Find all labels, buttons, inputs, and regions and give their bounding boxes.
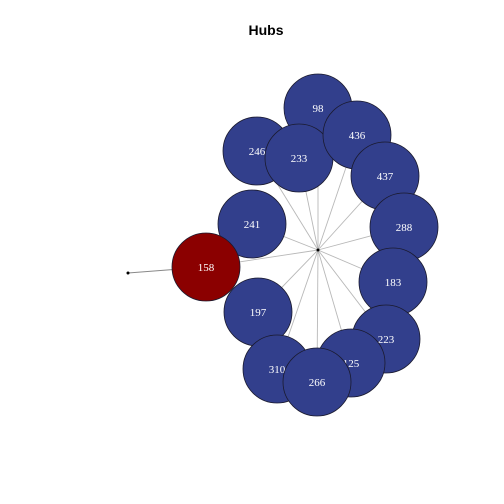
node-label-437: 437 bbox=[377, 171, 394, 183]
node-label-310: 310 bbox=[269, 364, 286, 376]
node-label-158: 158 bbox=[198, 262, 215, 274]
node-label-241: 241 bbox=[244, 219, 261, 231]
center-dot bbox=[317, 249, 320, 252]
node-label-436: 436 bbox=[349, 130, 366, 142]
node-label-197: 197 bbox=[250, 307, 267, 319]
node-158: 158 bbox=[172, 233, 240, 301]
node-label-223: 223 bbox=[378, 334, 395, 346]
node-label-266: 266 bbox=[309, 377, 326, 389]
outer-dot bbox=[127, 272, 130, 275]
node-label-98: 98 bbox=[313, 103, 325, 115]
node-label-233: 233 bbox=[291, 153, 308, 165]
node-label-288: 288 bbox=[396, 222, 413, 234]
node-label-183: 183 bbox=[385, 277, 402, 289]
node-266: 266 bbox=[283, 348, 351, 416]
graph-title: Hubs bbox=[249, 22, 284, 38]
node-label-246: 246 bbox=[249, 146, 266, 158]
